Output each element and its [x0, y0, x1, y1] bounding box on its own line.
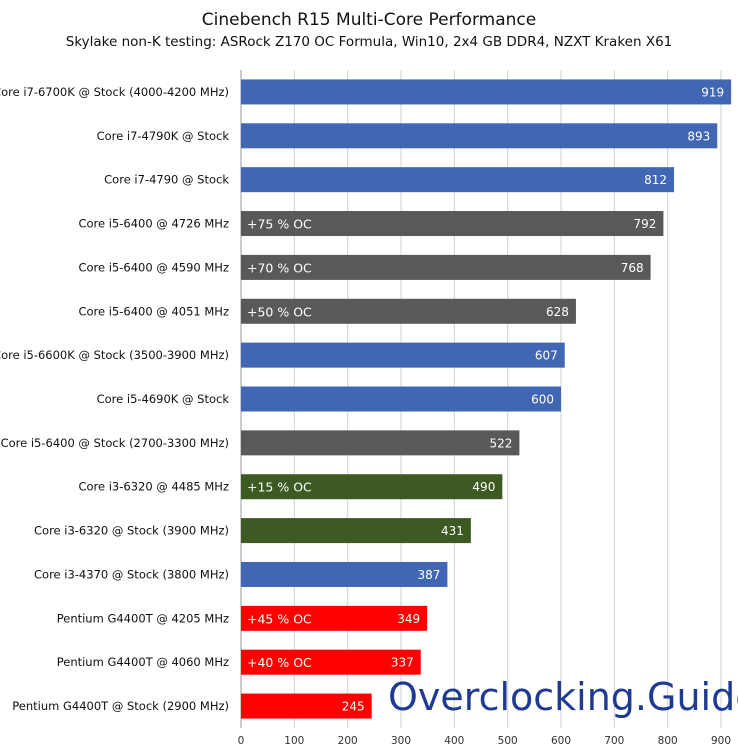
bar: [241, 123, 718, 149]
category-label: Core i5-6400 @ Stock (2700-3300 MHz): [1, 436, 229, 450]
bar: [241, 561, 448, 587]
data-label: 893: [687, 129, 710, 143]
data-label: 812: [644, 173, 667, 187]
data-label: 522: [489, 436, 512, 450]
category-label: Core i3-6320 @ Stock (3900 MHz): [34, 524, 229, 538]
bar: [241, 167, 675, 193]
category-label: Core i7-4790 @ Stock: [104, 173, 229, 187]
chart-title: Cinebench R15 Multi-Core Performance: [201, 10, 537, 30]
bar: [241, 254, 651, 280]
oc-annotation: +70 % OC: [247, 260, 312, 275]
bar: [241, 79, 732, 105]
category-label: Core i5-6400 @ 4051 MHz: [78, 304, 229, 318]
oc-annotation: +75 % OC: [247, 217, 312, 232]
x-tick-label: 700: [604, 735, 624, 747]
data-label: 600: [531, 393, 554, 407]
category-label: Pentium G4400T @ 4060 MHz: [57, 655, 229, 669]
x-tick-label: 500: [498, 735, 518, 747]
oc-annotation: +45 % OC: [247, 611, 312, 626]
chart-subtitle: Skylake non-K testing: ASRock Z170 OC Fo…: [65, 34, 673, 50]
bar: [241, 693, 372, 719]
category-label: Core i5-6600K @ Stock (3500-3900 MHz): [0, 348, 229, 362]
x-tick-label: 300: [391, 735, 411, 747]
oc-annotation: +40 % OC: [247, 655, 312, 670]
x-tick-label: 400: [444, 735, 464, 747]
category-label: Core i3-4370 @ Stock (3800 MHz): [34, 567, 229, 581]
bar: [241, 342, 565, 368]
bar: [241, 605, 428, 631]
data-label: 607: [535, 349, 558, 363]
bar: [241, 211, 664, 237]
data-label: 245: [342, 700, 365, 714]
data-label: 490: [472, 480, 495, 494]
category-label: Core i7-6700K @ Stock (4000-4200 MHz): [0, 85, 229, 99]
bar: [241, 649, 421, 675]
data-label: 431: [441, 524, 464, 538]
bar: [241, 430, 520, 456]
bar: [241, 474, 503, 500]
category-label: Core i7-4790K @ Stock: [97, 129, 230, 143]
data-label: 919: [701, 85, 724, 99]
data-label: 349: [397, 612, 420, 626]
category-label: Pentium G4400T @ Stock (2900 MHz): [12, 699, 229, 713]
data-label: 768: [621, 261, 644, 275]
category-label: Core i5-6400 @ 4726 MHz: [78, 217, 229, 231]
data-label: 628: [546, 305, 569, 319]
data-label: 792: [633, 217, 656, 231]
category-label: Core i5-6400 @ 4590 MHz: [78, 260, 229, 274]
x-tick-label: 100: [284, 735, 304, 747]
oc-annotation: +50 % OC: [247, 304, 312, 319]
x-tick-label: 600: [551, 735, 571, 747]
x-tick-label: 0: [238, 735, 245, 747]
bar: [241, 518, 471, 544]
x-tick-label: 900: [711, 735, 731, 747]
bar: [241, 386, 561, 412]
data-label: 337: [391, 656, 414, 670]
x-tick-label: 200: [338, 735, 358, 747]
category-label: Pentium G4400T @ 4205 MHz: [57, 611, 229, 625]
category-label: Core i3-6320 @ 4485 MHz: [78, 480, 229, 494]
data-label: 387: [417, 568, 440, 582]
x-tick-label: 800: [658, 735, 678, 747]
bar: [241, 298, 576, 324]
oc-annotation: +15 % OC: [247, 480, 312, 495]
watermark-logo: Overclocking.Guide: [388, 675, 738, 719]
category-label: Core i5-4690K @ Stock: [97, 392, 230, 406]
